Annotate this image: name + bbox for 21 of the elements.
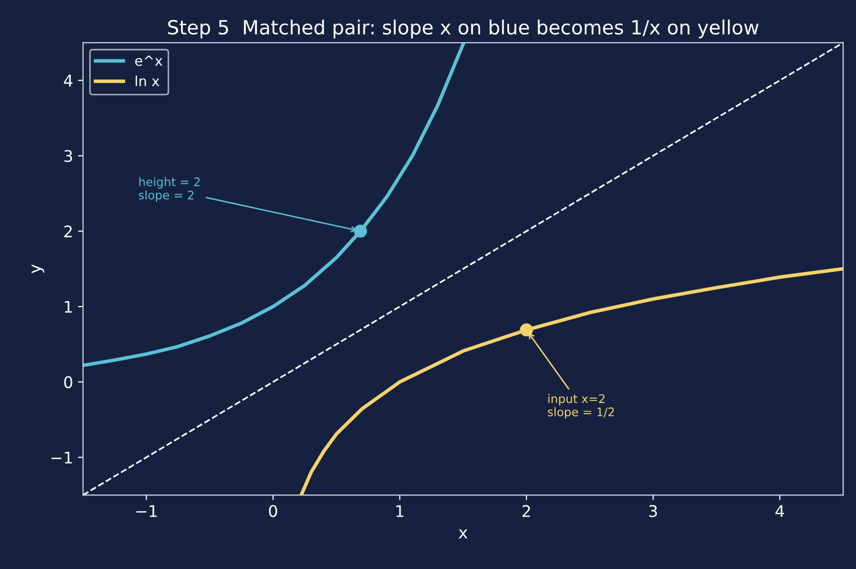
line-series (300, 267, 844, 496)
chart-title: Step 5 Matched pair: slope x on blue becomes 1/x on yellow (168, 20, 759, 38)
x-tick-label: 2 (522, 505, 530, 517)
x-tick-label: 3 (649, 505, 657, 518)
legend-label: e^x (135, 56, 162, 66)
y-tick-label: 4 (64, 74, 72, 86)
y-tick-label: 0 (64, 376, 72, 388)
annotation: height = 2 slope = 2 (138, 177, 200, 202)
x-tick-label: 4 (776, 505, 784, 517)
x-tick-label: 0 (269, 505, 278, 518)
legend-label: ln x (136, 76, 160, 86)
annotation: input x=2 slope = 1/2 (548, 394, 614, 419)
line-series (83, 42, 465, 368)
x-tick-label: −1 (136, 505, 157, 517)
x-axis-title: x (458, 529, 468, 538)
y-tick-label: 2 (64, 225, 72, 238)
y-tick-label: −1 (51, 452, 72, 464)
y-axis-title: y (32, 264, 44, 274)
y-tick-label: 3 (64, 150, 72, 162)
y-tick-label: 1 (64, 300, 72, 313)
x-tick-label: 1 (396, 505, 404, 517)
